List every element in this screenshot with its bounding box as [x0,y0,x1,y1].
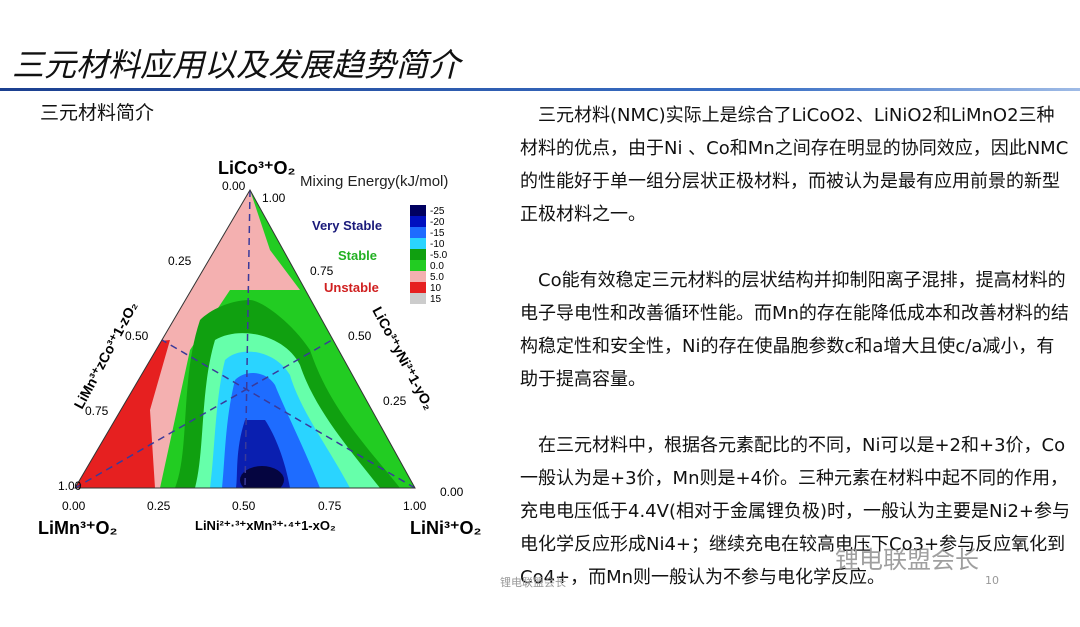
paragraph: Co能有效稳定三元材料的层状结构并抑制阳离子混排，提高材料的电子导电性和改善循环… [520,270,1069,390]
scale-cell [410,260,426,271]
scale-cell [410,227,426,238]
tick-label: 0.00 [440,485,464,499]
scale-label: -15 [430,228,445,239]
scale-label: -20 [430,217,445,228]
ternary-figure: LiCo³⁺O₂ Mixing Energy(kJ/mol) LiMn³⁺O₂ … [38,158,482,538]
triangle-frame [74,188,416,489]
tick-label: 0.50 [125,329,149,343]
tick-label: 0.00 [222,179,246,193]
scale-label: -25 [430,206,445,217]
legend-title: Mixing Energy(kJ/mol) [300,173,448,190]
vertex-left: LiMn³⁺O₂ [38,518,117,538]
page-number: 10 [985,574,999,587]
tick-label: 0.75 [318,499,342,513]
zone-label: Stable [338,248,377,263]
scale-cell [410,238,426,249]
tick-label: 0.25 [168,254,192,268]
tick-label: 0.00 [62,499,86,513]
scale-cell [410,271,426,282]
scale-label: 15 [430,294,442,305]
body-text: 三元材料(NMC)实际上是综合了LiCoO2、LiNiO2和LiMnO2三种材料… [520,99,1072,627]
tick-label: 1.00 [58,479,82,493]
scale-label: -10 [430,239,445,250]
zone-label: Very Stable [312,218,382,233]
scale-cell [410,216,426,227]
paragraph: 三元材料(NMC)实际上是综合了LiCoO2、LiNiO2和LiMnO2三种材料… [520,105,1069,225]
vertex-right: LiNi³⁺O₂ [410,518,482,538]
scale-label: -5.0 [430,250,448,261]
zone-label: Unstable [324,280,379,295]
scale-cell [410,282,426,293]
slide: 三元材料应用以及发展趋势简介 三元材料简介 LiCo³⁺O₂ Mixing En… [0,46,1080,589]
section-title: 三元材料简介 [40,102,155,124]
title-rule [0,88,1080,91]
scale-cell [410,205,426,216]
scale-label: 10 [430,283,442,294]
tick-label: 0.50 [348,329,372,343]
tick-label: 0.25 [147,499,171,513]
tick-label: 0.75 [310,264,334,278]
footer-source: 锂电联盟会长 [500,576,566,589]
vertex-top: LiCo³⁺O₂ [218,158,295,178]
watermark: 锂电联盟会长 [835,546,979,574]
paragraph: 在三元材料中，根据各元素配比的不同，Ni可以是+2和+3价，Co一般认为是+3价… [520,435,1070,588]
scale-cell [410,293,426,304]
tick-label: 0.25 [383,394,407,408]
tick-label: 0.75 [85,404,109,418]
slide-title: 三元材料应用以及发展趋势简介 [12,46,461,84]
scale-label: 5.0 [430,272,444,283]
edge-bottom: LiNi²⁺·³⁺xMn³⁺·⁴⁺1-xO₂ [195,518,336,533]
tick-label: 1.00 [403,499,427,513]
scale-label: 0.0 [430,261,444,272]
scale-cell [410,249,426,260]
tick-label: 1.00 [262,191,286,205]
tick-label: 0.50 [232,499,256,513]
